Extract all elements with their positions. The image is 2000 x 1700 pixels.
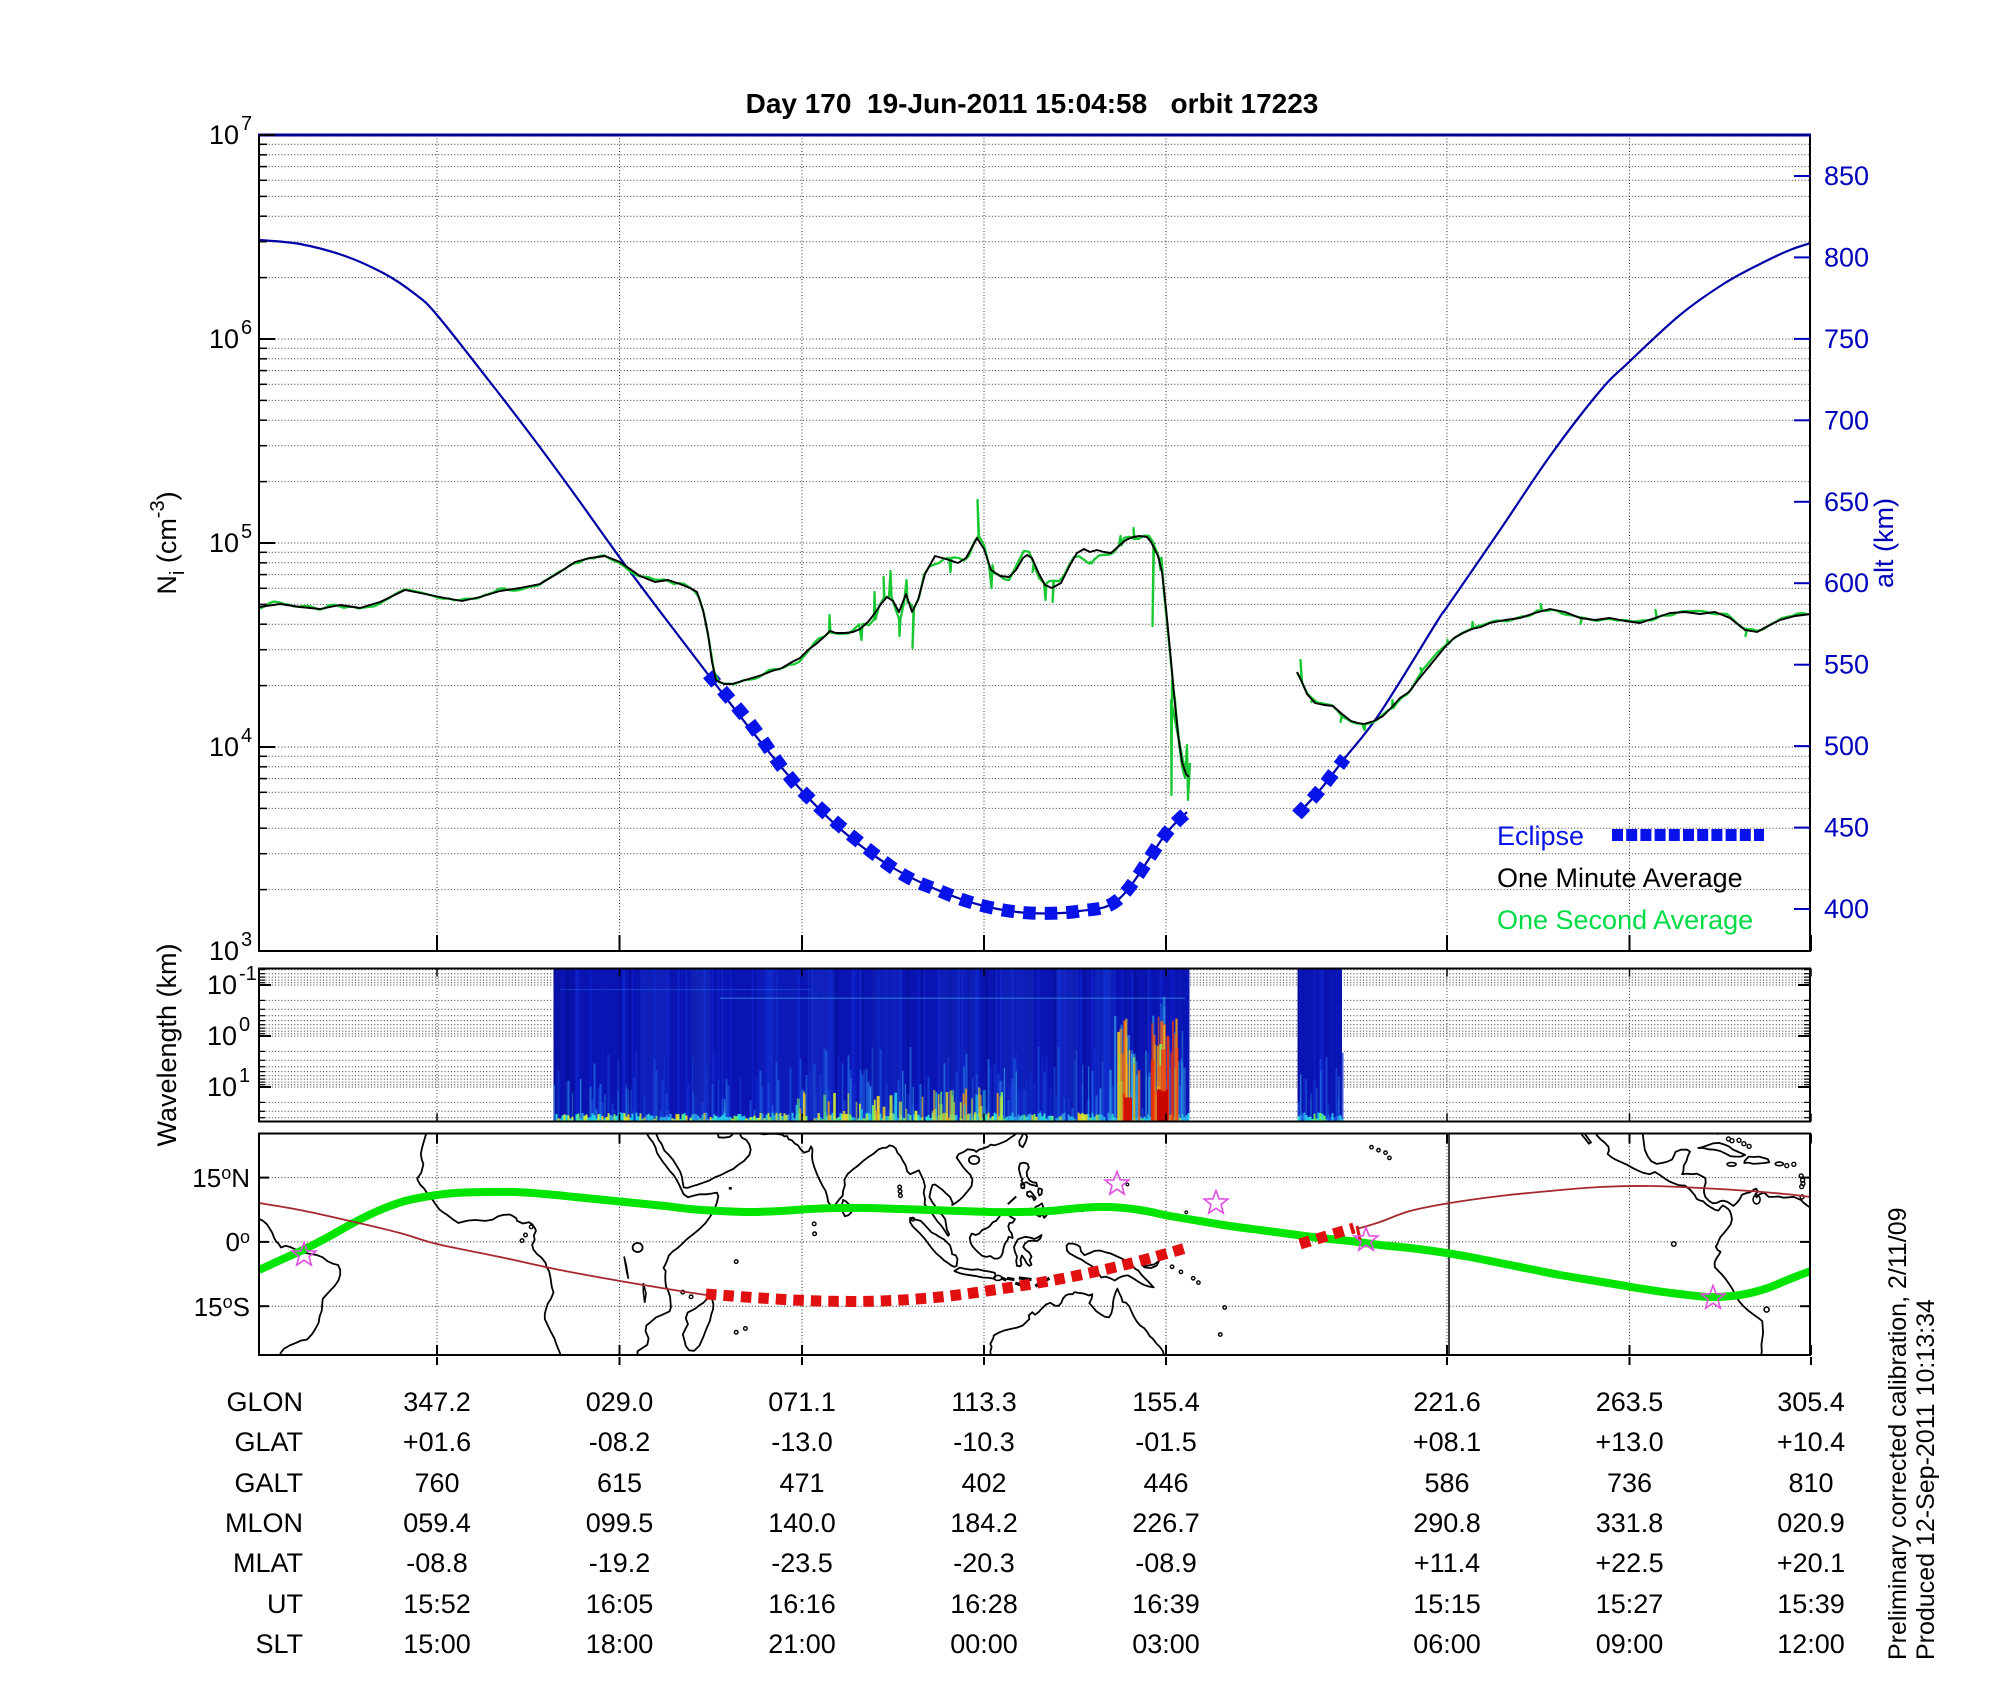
svg-text:4: 4 — [241, 725, 252, 747]
svg-text:10: 10 — [207, 1021, 237, 1051]
svg-text:226.7: 226.7 — [1132, 1508, 1200, 1538]
svg-text:16:05: 16:05 — [586, 1589, 654, 1619]
svg-text:15oN: 15oN — [192, 1163, 250, 1193]
svg-text:One Minute Average: One Minute Average — [1497, 863, 1743, 893]
svg-text:00:00: 00:00 — [950, 1629, 1018, 1659]
svg-text:06:00: 06:00 — [1413, 1629, 1481, 1659]
svg-text:800: 800 — [1824, 242, 1869, 272]
svg-text:446: 446 — [1143, 1468, 1188, 1498]
svg-text:550: 550 — [1824, 650, 1869, 680]
svg-text:16:16: 16:16 — [768, 1589, 836, 1619]
svg-text:15:27: 15:27 — [1596, 1589, 1664, 1619]
svg-text:155.4: 155.4 — [1132, 1387, 1200, 1417]
svg-text:736: 736 — [1607, 1468, 1652, 1498]
svg-text:10: 10 — [209, 732, 239, 762]
svg-text:GLON: GLON — [226, 1387, 303, 1417]
svg-text:+22.5: +22.5 — [1595, 1548, 1663, 1578]
svg-text:1: 1 — [239, 1065, 250, 1087]
svg-text:Preliminary corrected calibrat: Preliminary corrected calibration, 2/11/… — [1884, 1207, 1912, 1660]
svg-text:263.5: 263.5 — [1596, 1387, 1664, 1417]
svg-text:alt (km): alt (km) — [1869, 498, 1899, 588]
svg-text:-08.8: -08.8 — [406, 1548, 468, 1578]
svg-text:21:00: 21:00 — [768, 1629, 836, 1659]
svg-text:810: 810 — [1788, 1468, 1833, 1498]
svg-text:+08.1: +08.1 — [1413, 1427, 1481, 1457]
svg-text:MLAT: MLAT — [233, 1548, 303, 1578]
svg-text:0: 0 — [239, 1014, 250, 1036]
svg-text:3: 3 — [241, 929, 252, 951]
svg-text:Produced 12-Sep-2011 10:13:34: Produced 12-Sep-2011 10:13:34 — [1912, 1299, 1940, 1660]
svg-text:03:00: 03:00 — [1132, 1629, 1200, 1659]
svg-text:-1: -1 — [239, 963, 257, 985]
svg-text:071.1: 071.1 — [768, 1387, 836, 1417]
svg-text:-08.2: -08.2 — [589, 1427, 651, 1457]
svg-text:221.6: 221.6 — [1413, 1387, 1481, 1417]
svg-text:184.2: 184.2 — [950, 1508, 1018, 1538]
svg-text:+10.4: +10.4 — [1777, 1427, 1845, 1457]
svg-text:16:28: 16:28 — [950, 1589, 1018, 1619]
svg-text:347.2: 347.2 — [403, 1387, 471, 1417]
svg-text:GLAT: GLAT — [234, 1427, 303, 1457]
svg-text:7: 7 — [241, 113, 252, 135]
svg-text:18:00: 18:00 — [586, 1629, 654, 1659]
svg-text:029.0: 029.0 — [586, 1387, 654, 1417]
svg-text:020.9: 020.9 — [1777, 1508, 1845, 1538]
svg-text:GALT: GALT — [234, 1468, 303, 1498]
svg-text:450: 450 — [1824, 813, 1869, 843]
svg-text:10: 10 — [209, 324, 239, 354]
svg-text:Day 170 19-Jun-2011 15:04:58: Day 170 19-Jun-2011 15:04:58 orbit 17223 — [746, 88, 1319, 119]
svg-text:850: 850 — [1824, 161, 1869, 191]
svg-text:586: 586 — [1424, 1468, 1469, 1498]
svg-text:+13.0: +13.0 — [1595, 1427, 1663, 1457]
svg-text:305.4: 305.4 — [1777, 1387, 1845, 1417]
svg-text:10: 10 — [207, 1072, 237, 1102]
svg-text:600: 600 — [1824, 568, 1869, 598]
svg-text:-23.5: -23.5 — [771, 1548, 833, 1578]
svg-text:12:00: 12:00 — [1777, 1629, 1845, 1659]
svg-text:615: 615 — [597, 1468, 642, 1498]
svg-text:140.0: 140.0 — [768, 1508, 836, 1538]
svg-text:16:39: 16:39 — [1132, 1589, 1200, 1619]
svg-text:10: 10 — [209, 120, 239, 150]
svg-text:15:00: 15:00 — [403, 1629, 471, 1659]
svg-text:099.5: 099.5 — [586, 1508, 654, 1538]
svg-text:5: 5 — [241, 521, 252, 543]
svg-text:+01.6: +01.6 — [403, 1427, 471, 1457]
svg-text:15:52: 15:52 — [403, 1589, 471, 1619]
svg-text:113.3: 113.3 — [951, 1387, 1017, 1417]
svg-text:700: 700 — [1824, 405, 1869, 435]
svg-text:-13.0: -13.0 — [771, 1427, 833, 1457]
svg-text:760: 760 — [414, 1468, 459, 1498]
svg-text:400: 400 — [1824, 894, 1869, 924]
svg-text:UT: UT — [267, 1589, 303, 1619]
svg-text:650: 650 — [1824, 487, 1869, 517]
svg-text:One Second Average: One Second Average — [1497, 905, 1753, 935]
svg-text:09:00: 09:00 — [1596, 1629, 1664, 1659]
svg-text:-20.3: -20.3 — [953, 1548, 1015, 1578]
svg-text:10: 10 — [209, 528, 239, 558]
svg-text:10: 10 — [207, 970, 237, 1000]
svg-text:-10.3: -10.3 — [953, 1427, 1015, 1457]
svg-text:MLON: MLON — [225, 1508, 303, 1538]
svg-text:+11.4: +11.4 — [1414, 1548, 1480, 1578]
svg-text:290.8: 290.8 — [1413, 1508, 1481, 1538]
svg-text:Wavelength (km): Wavelength (km) — [152, 943, 182, 1146]
svg-text:SLT: SLT — [255, 1629, 303, 1659]
svg-text:-08.9: -08.9 — [1135, 1548, 1197, 1578]
svg-text:331.8: 331.8 — [1596, 1508, 1664, 1538]
svg-text:471: 471 — [779, 1468, 824, 1498]
svg-text:15oS: 15oS — [194, 1292, 250, 1322]
svg-text:Eclipse: Eclipse — [1497, 821, 1584, 851]
svg-text:10: 10 — [209, 936, 239, 966]
svg-text:+20.1: +20.1 — [1777, 1548, 1845, 1578]
svg-text:500: 500 — [1824, 731, 1869, 761]
svg-text:-19.2: -19.2 — [589, 1548, 651, 1578]
svg-text:402: 402 — [961, 1468, 1006, 1498]
svg-text:-01.5: -01.5 — [1135, 1427, 1197, 1457]
svg-text:6: 6 — [241, 317, 252, 339]
svg-text:15:15: 15:15 — [1413, 1589, 1481, 1619]
svg-text:750: 750 — [1824, 324, 1869, 354]
svg-text:059.4: 059.4 — [403, 1508, 471, 1538]
svg-text:15:39: 15:39 — [1777, 1589, 1845, 1619]
